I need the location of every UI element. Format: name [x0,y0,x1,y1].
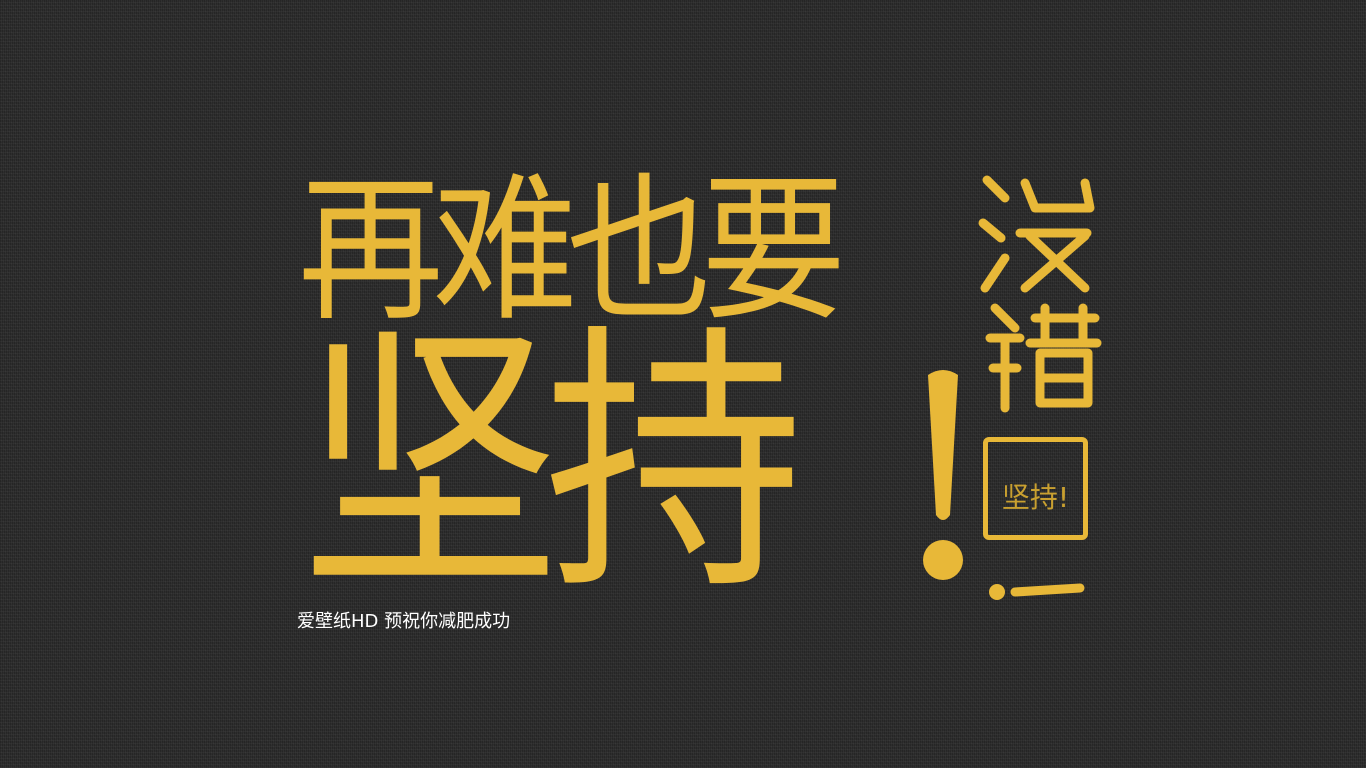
exclamation-mark-graphic [923,370,963,580]
headline-big-word: 坚持 [300,302,804,628]
footer-caption: 爱壁纸HD 预祝你减肥成功 [297,611,511,632]
badge-box: 坚持! [983,437,1088,540]
badge-text: 坚持! [1001,481,1070,514]
headline-line-1: 再难也要 [298,159,846,343]
vertical-word-graphic [978,175,1102,413]
dot-dash-graphic [989,583,1085,600]
